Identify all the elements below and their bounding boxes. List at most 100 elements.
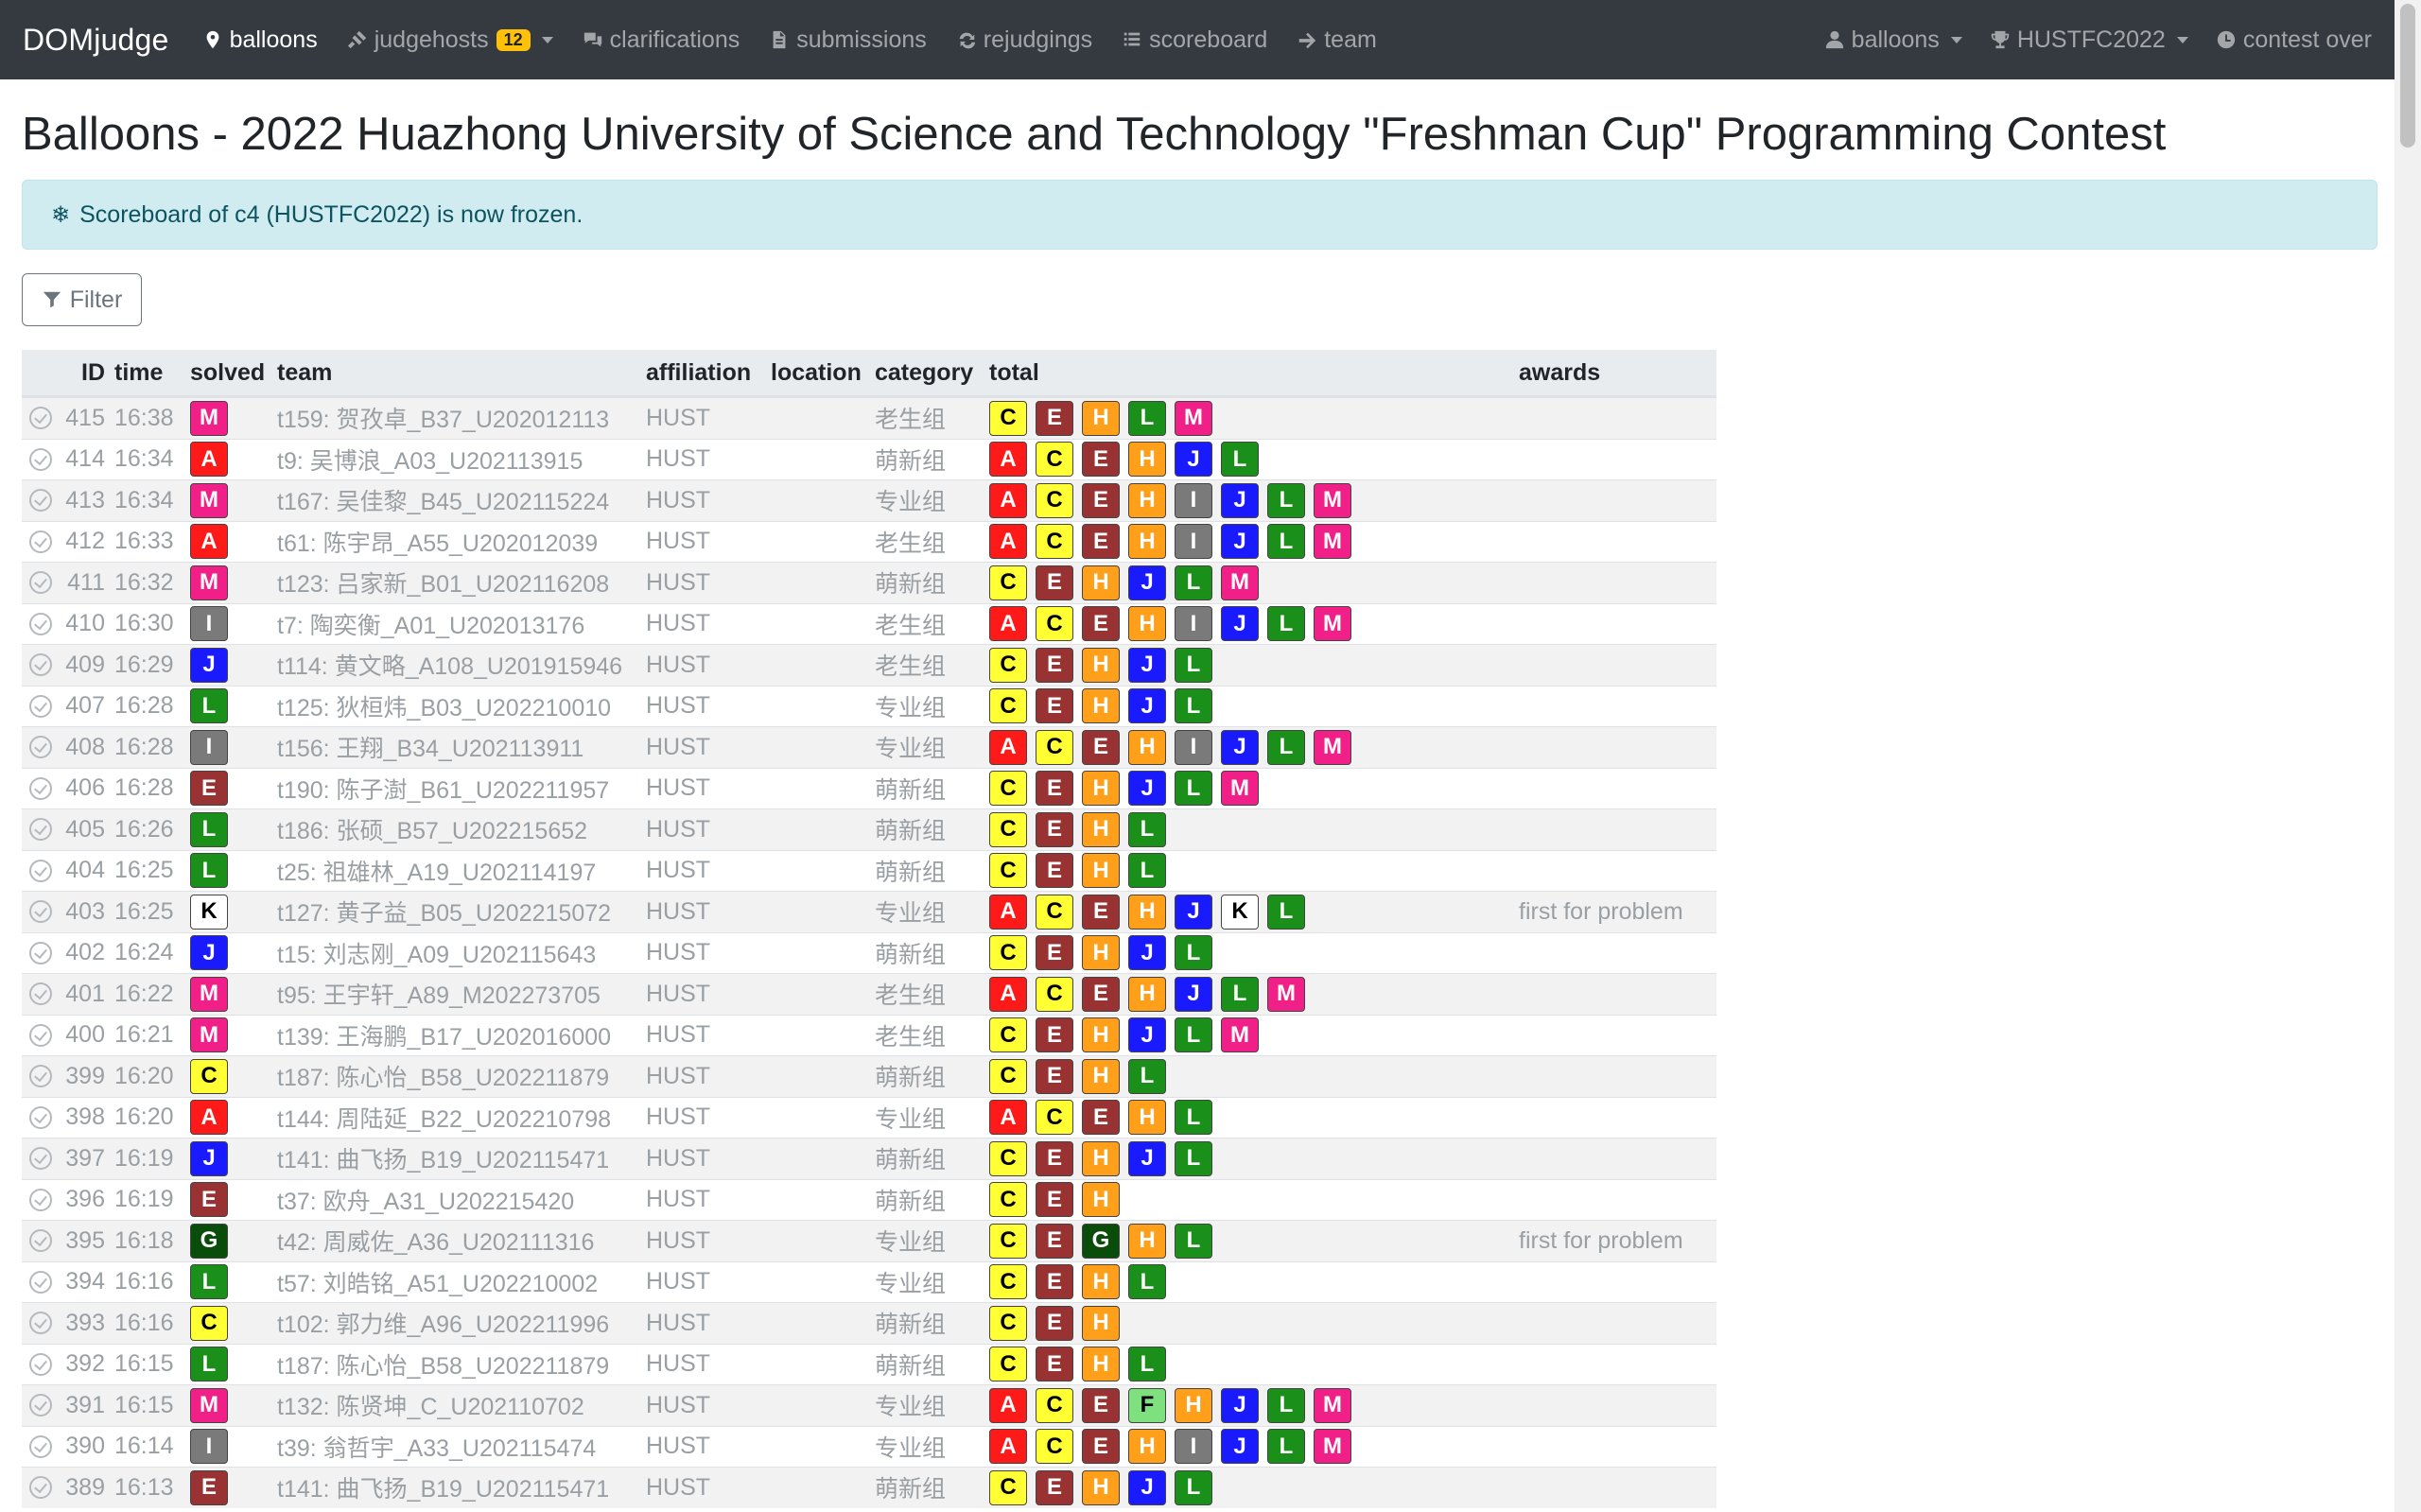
solved-cell: A [190,442,277,478]
category: 专业组 [875,1270,947,1297]
header-affiliation[interactable]: affiliation [646,358,752,386]
check-circle-icon[interactable] [29,818,52,842]
total-balloon: C [989,688,1027,724]
header-category[interactable]: category [875,358,974,386]
total-balloon: C [989,771,1027,807]
check-circle-icon[interactable] [29,1105,52,1129]
check-circle-icon[interactable] [29,736,52,759]
balloon-id: 408 [65,733,105,760]
category: 老生组 [875,653,947,681]
check-circle-icon[interactable] [29,1229,52,1253]
check-circle-icon[interactable] [29,1188,52,1211]
check-circle-icon[interactable] [29,1023,52,1047]
nav-item-scoreboard[interactable]: scoreboard [1121,26,1267,54]
done-cell [22,653,60,677]
balloon-time: 16:30 [114,610,174,637]
affiliation: HUST [646,1186,711,1213]
total-balloon: C [1036,729,1073,765]
check-circle-icon[interactable] [29,612,52,635]
check-circle-icon[interactable] [29,653,52,677]
total-balloon: J [1128,935,1166,971]
nav-item-team[interactable]: team [1296,26,1377,54]
check-circle-icon[interactable] [29,1065,52,1088]
balloon-time: 16:21 [114,1021,174,1049]
scrollbar-thumb[interactable] [2400,4,2415,148]
total-balloon: E [1082,606,1120,642]
filter-button[interactable]: Filter [22,273,142,326]
total-balloon: J [1221,524,1259,560]
total-balloon: C [989,1182,1027,1218]
category: 老生组 [875,612,947,639]
solved-cell: M [190,400,277,436]
nav-item-clarifications[interactable]: clarifications [582,26,740,54]
check-circle-icon[interactable] [29,1312,52,1335]
affiliation: HUST [646,692,711,720]
done-cell [22,530,60,553]
total-balloon: E [1036,853,1073,889]
brand-logo[interactable]: DOMjudge [23,22,169,57]
nav-item-label: rejudgings [983,26,1093,53]
check-circle-icon[interactable] [29,1476,52,1500]
header-total[interactable]: total [989,358,1039,386]
total-balloon: E [1036,1182,1073,1218]
solved-cell: L [190,1347,277,1382]
check-circle-icon[interactable] [29,941,52,965]
check-circle-icon[interactable] [29,982,52,1006]
total-balloon: H [1128,524,1166,560]
affiliation: HUST [646,939,711,966]
check-circle-icon[interactable] [29,571,52,595]
total-balloon: K [1221,894,1259,930]
total-balloon: E [1036,811,1073,847]
total-balloon: F [1128,1387,1166,1423]
solved-balloon: I [190,1429,228,1465]
check-circle-icon[interactable] [29,900,52,924]
nav-item-hustfc2022[interactable]: HUSTFC2022 [1989,26,2188,54]
nav-item-rejudgings[interactable]: rejudgings [955,26,1092,54]
category: 萌新组 [875,859,947,886]
check-circle-icon[interactable] [29,776,52,800]
header-solved[interactable]: solved [190,358,266,386]
check-circle-icon[interactable] [29,1394,52,1417]
header-location[interactable]: location [771,358,862,386]
check-circle-icon[interactable] [29,694,52,718]
nav-item-judgehosts[interactable]: judgehosts 12 [346,26,553,54]
header-id[interactable]: ID [81,358,105,386]
total-balloon: M [1175,400,1212,436]
total-balloon: C [1036,894,1073,930]
header-team[interactable]: team [277,358,333,386]
header-awards[interactable]: awards [1519,358,1601,386]
balloon-time: 16:28 [114,692,174,720]
total-balloon: L [1267,1429,1305,1465]
balloon-id: 389 [65,1473,105,1501]
nav-item-submissions[interactable]: submissions [768,26,927,54]
nav-item-balloons[interactable]: balloons [201,26,318,54]
total-balloon: I [1175,524,1212,560]
check-circle-icon[interactable] [29,489,52,513]
balloon-id: 394 [65,1268,105,1295]
header-time[interactable]: time [114,358,164,386]
check-circle-icon[interactable] [29,1434,52,1458]
nav-item-balloons[interactable]: balloons [1823,26,1962,54]
team-name: t25: 祖雄林_A19_U202114197 [277,859,597,886]
nav-item-contest over[interactable]: contest over [2215,26,2372,54]
team-name: t15: 刘志刚_A09_U202115643 [277,941,597,968]
check-circle-icon[interactable] [29,1352,52,1376]
check-circle-icon[interactable] [29,859,52,882]
check-circle-icon[interactable] [29,447,52,471]
category: 萌新组 [875,1352,947,1380]
check-circle-icon[interactable] [29,530,52,553]
check-circle-icon[interactable] [29,1147,52,1171]
page-scrollbar[interactable] [2395,0,2421,1512]
total-balloon: L [1128,1058,1166,1094]
check-circle-icon[interactable] [29,1270,52,1294]
check-circle-icon[interactable] [29,407,52,430]
team-name: t127: 黄子益_B05_U202215072 [277,900,612,928]
done-cell [22,859,60,882]
